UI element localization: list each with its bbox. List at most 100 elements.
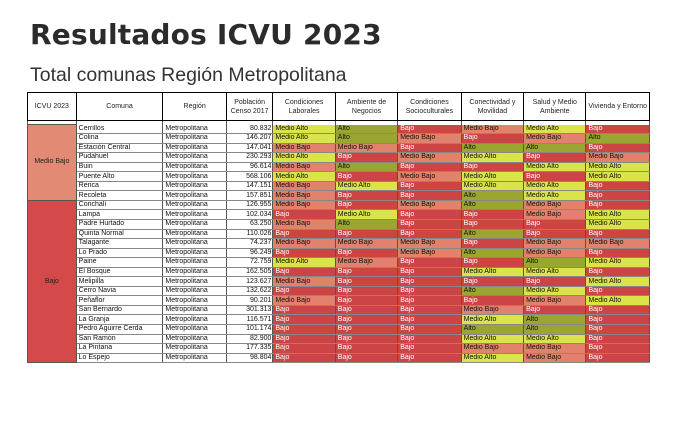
level-cell: Bajo: [397, 229, 462, 240]
level-cell: Medio Alto: [272, 171, 336, 182]
column-header: Condiciones Socioculturales: [397, 92, 462, 121]
region-cell: Metropolitana: [162, 267, 227, 278]
level-cell: Medio Bajo: [397, 248, 462, 259]
level-cell: Bajo: [585, 267, 650, 278]
level-cell: Bajo: [460, 238, 525, 249]
population-cell: 568.106: [225, 171, 274, 182]
level-cell: Medio Bajo: [334, 143, 399, 154]
comuna-cell: La Granja: [75, 314, 164, 325]
level-cell: Bajo: [397, 190, 462, 201]
population-cell: 96.614: [225, 162, 274, 173]
level-cell: Alto: [585, 133, 650, 144]
level-cell: Bajo: [334, 171, 399, 182]
level-cell: Medio Alto: [585, 257, 650, 268]
comuna-cell: La Pintana: [75, 343, 164, 354]
level-cell: Medio Bajo: [523, 200, 587, 211]
level-cell: Alto: [460, 229, 525, 240]
level-cell: Medio Bajo: [523, 133, 587, 144]
level-cell: Bajo: [334, 152, 399, 163]
table-row: San Ramón Metropolitana 82.900 Bajo Bajo Bajo…: [28, 334, 650, 345]
column-header: Ambiente de Negocios: [334, 92, 399, 121]
level-cell: Bajo: [585, 143, 650, 154]
level-cell: Bajo: [334, 305, 399, 316]
level-cell: Medio Bajo: [585, 238, 650, 249]
level-cell: Bajo: [523, 229, 587, 240]
table-row: El Bosque Metropolitana 162.505 Bajo Bajo Baj…: [28, 267, 650, 278]
level-cell: Bajo: [334, 343, 399, 354]
table-row: Padre Hurtado Metropolitana 63.250 Medio Ba…: [28, 219, 650, 230]
region-cell: Metropolitana: [162, 238, 227, 249]
level-cell: Bajo: [397, 353, 462, 364]
icvu-group-label: Medio Bajo: [27, 124, 77, 201]
level-cell: Alto: [523, 257, 587, 268]
level-cell: Medio Alto: [585, 162, 650, 173]
level-cell: Medio Alto: [523, 286, 587, 297]
comuna-cell: Cerrillos: [75, 124, 164, 135]
level-cell: Medio Alto: [523, 124, 587, 135]
level-cell: Medio Alto: [334, 209, 399, 220]
column-header: Vivienda y Entorno: [585, 92, 650, 121]
region-cell: Metropolitana: [162, 152, 227, 163]
page-title: Resultados ICVU 2023: [30, 18, 382, 51]
level-cell: Medio Alto: [523, 267, 587, 278]
level-cell: Medio Alto: [523, 181, 587, 192]
comuna-cell: Colina: [75, 133, 164, 144]
comuna-cell: Recoleta: [75, 190, 164, 201]
level-cell: Bajo: [397, 257, 462, 268]
level-cell: Bajo: [397, 162, 462, 173]
comuna-cell: Lo Prado: [75, 248, 164, 259]
level-cell: Medio Alto: [460, 353, 525, 364]
table-row: Pedro Aguirre Cerda Metropolitana 101.174 B…: [28, 324, 650, 335]
level-cell: Medio Alto: [585, 219, 650, 230]
column-header: Condiciones Laborales: [272, 92, 336, 121]
level-cell: Medio Bajo: [272, 276, 336, 287]
level-cell: Bajo: [272, 353, 336, 364]
level-cell: Medio Alto: [460, 334, 525, 345]
table-row: Cerro Navia Metropolitana 132.622 Bajo Bajo B…: [28, 286, 650, 297]
level-cell: Bajo: [397, 124, 462, 135]
population-cell: 123.627: [225, 276, 274, 287]
level-cell: Bajo: [397, 219, 462, 230]
column-header: Comuna: [75, 92, 164, 121]
population-cell: 82.900: [225, 334, 274, 345]
level-cell: Bajo: [272, 209, 336, 220]
level-cell: Bajo: [397, 143, 462, 154]
population-cell: 80.832: [225, 124, 274, 135]
table-body: Medio Bajo Cerrillos Metropolitana 80.832 Me…: [27, 120, 650, 364]
level-cell: Medio Bajo: [523, 353, 587, 364]
level-cell: Bajo: [397, 276, 462, 287]
level-cell: Alto: [460, 143, 525, 154]
level-cell: Bajo: [334, 314, 399, 325]
level-cell: Medio Bajo: [397, 238, 462, 249]
level-cell: Medio Bajo: [334, 257, 399, 268]
region-cell: Metropolitana: [162, 181, 227, 192]
level-cell: Bajo: [460, 162, 525, 173]
region-cell: Metropolitana: [162, 324, 227, 335]
comuna-cell: Puente Alto: [75, 171, 164, 182]
level-cell: Medio Alto: [585, 276, 650, 287]
population-cell: 116.571: [225, 314, 274, 325]
comuna-cell: Talagante: [75, 238, 164, 249]
level-cell: Bajo: [585, 229, 650, 240]
table-row: Lo Prado Metropolitana 96.249 Bajo Bajo Medio…: [28, 248, 650, 259]
table-row: Paine Metropolitana 72.759 Medio Alto Medio …: [28, 257, 650, 268]
level-cell: Bajo: [334, 229, 399, 240]
level-cell: Medio Bajo: [523, 209, 587, 220]
level-cell: Alto: [460, 200, 525, 211]
comuna-cell: Estación Central: [75, 143, 164, 154]
table-row: La Granja Metropolitana 116.571 Bajo Bajo Baj…: [28, 314, 650, 325]
level-cell: Medio Alto: [460, 171, 525, 182]
region-cell: Metropolitana: [162, 133, 227, 144]
level-cell: Bajo: [523, 305, 587, 316]
level-cell: Bajo: [460, 219, 525, 230]
level-cell: Medio Alto: [272, 133, 336, 144]
level-cell: Bajo: [334, 286, 399, 297]
region-cell: Metropolitana: [162, 124, 227, 135]
level-cell: Medio Bajo: [523, 238, 587, 249]
population-cell: 102.034: [225, 209, 274, 220]
level-cell: Bajo: [397, 334, 462, 345]
level-cell: Bajo: [334, 267, 399, 278]
column-header: Conectividad y Movilidad: [460, 92, 525, 121]
level-cell: Medio Bajo: [460, 343, 525, 354]
level-cell: Bajo: [334, 295, 399, 306]
